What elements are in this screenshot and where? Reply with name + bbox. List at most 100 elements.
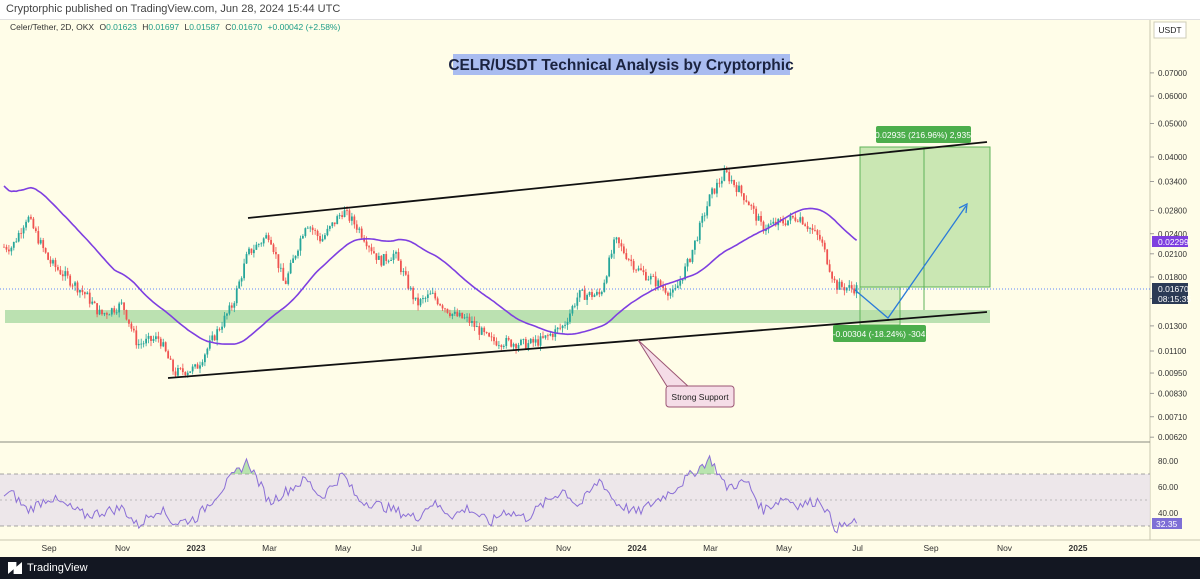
candle-body bbox=[510, 339, 513, 347]
candle-body bbox=[93, 301, 96, 304]
candle-body bbox=[5, 246, 8, 250]
candle-body bbox=[583, 289, 586, 300]
candle-body bbox=[615, 237, 618, 240]
candle-body bbox=[57, 267, 59, 270]
position-target-zone[interactable] bbox=[859, 146, 991, 288]
candle-body bbox=[353, 216, 356, 225]
time-tick-label: Jul bbox=[411, 543, 422, 553]
candle-body bbox=[696, 239, 699, 241]
candle-body bbox=[493, 337, 495, 342]
candle-body bbox=[208, 340, 211, 349]
candle-body bbox=[194, 364, 196, 367]
brand[interactable]: TradingView bbox=[8, 561, 88, 575]
channel-lower-line[interactable] bbox=[167, 311, 988, 379]
currency-box[interactable] bbox=[1153, 21, 1187, 39]
low-label: L bbox=[184, 22, 189, 32]
support-callout-box[interactable] bbox=[665, 385, 735, 408]
candle-body bbox=[718, 182, 721, 184]
candle-body bbox=[485, 332, 488, 333]
candle-body bbox=[412, 287, 415, 300]
candle-body bbox=[211, 335, 214, 341]
candle-body bbox=[794, 217, 797, 221]
candle-body bbox=[351, 216, 353, 221]
candle-body bbox=[306, 227, 309, 229]
price-tick-label: 0.04000 bbox=[1158, 153, 1187, 162]
candle-body bbox=[137, 343, 140, 346]
symbol-label: Celer/Tether, 2D, OKX bbox=[10, 22, 94, 32]
candle-body bbox=[698, 222, 701, 240]
candle-body bbox=[735, 185, 738, 192]
candle-body bbox=[336, 216, 339, 225]
candle-body bbox=[226, 313, 228, 316]
candle-body bbox=[769, 223, 772, 225]
candle-body bbox=[169, 358, 172, 360]
candle-body bbox=[235, 288, 238, 304]
candle-body bbox=[703, 215, 706, 217]
target-label-box bbox=[876, 126, 971, 143]
rsi-axis-ticks: 80.00 60.00 40.00 bbox=[1158, 457, 1179, 518]
price-tick-label: 0.01300 bbox=[1158, 322, 1187, 331]
candle-body bbox=[140, 343, 143, 345]
candle-body bbox=[637, 268, 640, 271]
candle-body bbox=[184, 372, 187, 376]
candle-body bbox=[816, 230, 819, 235]
candle-body bbox=[784, 223, 787, 226]
candle-body bbox=[821, 239, 824, 243]
candle-body bbox=[128, 319, 130, 324]
candle-body bbox=[380, 255, 383, 266]
time-tick-label: Sep bbox=[41, 543, 56, 553]
time-tick-label: Mar bbox=[262, 543, 277, 553]
candle-body bbox=[294, 255, 297, 259]
candle-body bbox=[762, 221, 765, 232]
candle-body bbox=[377, 255, 380, 260]
candle-body bbox=[600, 291, 603, 295]
candle-body bbox=[711, 188, 713, 195]
candle-body bbox=[387, 260, 390, 262]
candle-body bbox=[549, 333, 552, 336]
candle-body bbox=[61, 274, 64, 277]
candle-body bbox=[458, 312, 461, 317]
candle-body bbox=[125, 310, 128, 320]
price-tick-label: 0.02800 bbox=[1158, 207, 1187, 216]
candle-body bbox=[191, 366, 194, 372]
candle-body bbox=[262, 238, 265, 244]
candle-body bbox=[733, 180, 735, 186]
candle-body bbox=[593, 294, 596, 297]
candle-body bbox=[275, 251, 277, 255]
candle-body bbox=[542, 336, 544, 338]
time-tick-label: 2025 bbox=[1069, 543, 1088, 553]
candle-body bbox=[253, 249, 255, 254]
candle-body bbox=[277, 254, 280, 269]
candle-body bbox=[30, 216, 32, 219]
candle-body bbox=[343, 210, 346, 217]
time-axis-ticks: Sep Nov 2023 Mar May Jul Sep Nov 2024 Mar May Jul Se… bbox=[41, 543, 1087, 553]
candle-body bbox=[505, 337, 508, 346]
candle-body bbox=[292, 258, 294, 263]
candle-body bbox=[233, 303, 236, 308]
candle-body bbox=[667, 292, 669, 296]
channel-upper-line[interactable] bbox=[247, 141, 988, 219]
candle-body bbox=[843, 286, 846, 291]
candle-body bbox=[539, 336, 542, 346]
candle-body bbox=[782, 219, 784, 224]
support-callout-text: Strong Support bbox=[671, 392, 729, 402]
target-label: 0.02935 (216.96%) 2,935 bbox=[875, 130, 971, 140]
candle-body bbox=[123, 302, 125, 311]
candle-body bbox=[243, 263, 245, 279]
time-tick-label: Sep bbox=[923, 543, 938, 553]
candle-body bbox=[640, 268, 642, 271]
candle-body bbox=[230, 305, 233, 308]
candle-body bbox=[218, 329, 221, 331]
candle-body bbox=[152, 339, 155, 341]
candle-body bbox=[407, 274, 410, 289]
candle-body bbox=[27, 216, 30, 222]
candle-body bbox=[120, 302, 123, 304]
projection-path[interactable] bbox=[854, 205, 967, 319]
support-zone[interactable] bbox=[5, 310, 990, 323]
candle-body bbox=[799, 217, 802, 222]
candle-body bbox=[142, 343, 145, 345]
candle-body bbox=[417, 297, 419, 306]
candle-body bbox=[517, 344, 520, 349]
candle-body bbox=[213, 335, 216, 341]
